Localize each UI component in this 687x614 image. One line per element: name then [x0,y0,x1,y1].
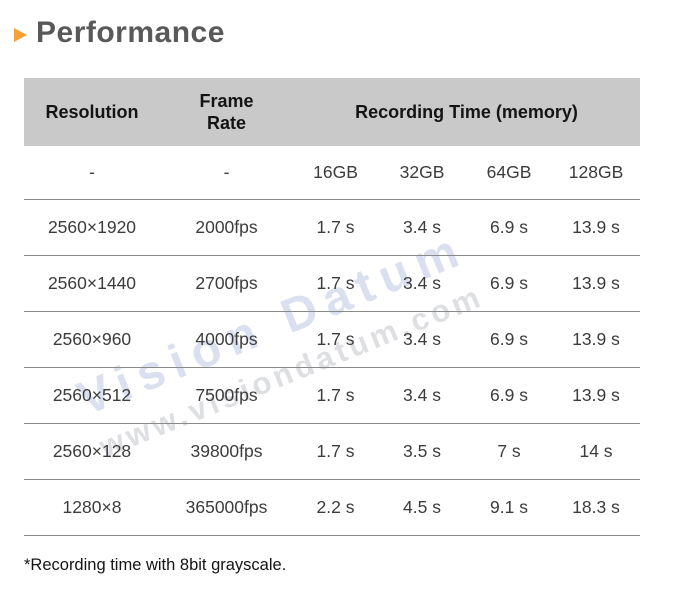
table-row: 2560×1440 2700fps 1.7 s 3.4 s 6.9 s 13.9… [24,255,641,312]
time-cell: 13.9 s [552,311,641,368]
time-cell: 6.9 s [466,199,552,256]
col-header-resolution: Resolution [24,78,160,146]
time-cell: 4.5 s [378,479,466,536]
time-cell: 1.7 s [293,255,378,312]
time-cell: 18.3 s [552,479,641,536]
subheader-cell: - [24,146,160,200]
table-row: 2560×128 39800fps 1.7 s 3.5 s 7 s 14 s [24,423,641,480]
time-cell: 1.7 s [293,367,378,424]
resolution-cell: 2560×128 [24,423,160,480]
table-row: 2560×1920 2000fps 1.7 s 3.4 s 6.9 s 13.9… [24,199,641,256]
col-header-recording-time: Recording Time (memory) [293,78,641,146]
table-row: 1280×8 365000fps 2.2 s 4.5 s 9.1 s 18.3 … [24,479,641,536]
time-cell: 3.4 s [378,311,466,368]
triangle-right-icon [14,27,27,42]
time-cell: 1.7 s [293,199,378,256]
time-cell: 7 s [466,423,552,480]
subheader-cell: - [160,146,293,200]
memory-size-32gb: 32GB [378,146,466,200]
time-cell: 6.9 s [466,255,552,312]
time-cell: 14 s [552,423,641,480]
col-header-frame-rate-label: Frame Rate [199,90,254,134]
time-cell: 1.7 s [293,423,378,480]
time-cell: 3.4 s [378,367,466,424]
time-cell: 3.5 s [378,423,466,480]
time-cell: 3.4 s [378,199,466,256]
memory-size-row: - - 16GB 32GB 64GB 128GB [24,146,641,200]
time-cell: 6.9 s [466,311,552,368]
time-cell: 13.9 s [552,199,641,256]
frame-rate-cell: 39800fps [160,423,293,480]
memory-size-128gb: 128GB [552,146,641,200]
time-cell: 2.2 s [293,479,378,536]
frame-rate-cell: 2000fps [160,199,293,256]
time-cell: 13.9 s [552,367,641,424]
page-title: Performance [36,16,225,49]
resolution-cell: 2560×1920 [24,199,160,256]
frame-rate-cell: 7500fps [160,367,293,424]
section-title-row: Performance [14,16,225,50]
col-header-frame-rate: Frame Rate [160,78,293,146]
table-header-row: Resolution Frame Rate Recording Time (me… [24,78,641,146]
time-cell: 6.9 s [466,367,552,424]
time-cell: 13.9 s [552,255,641,312]
memory-size-64gb: 64GB [466,146,552,200]
memory-size-16gb: 16GB [293,146,378,200]
resolution-cell: 1280×8 [24,479,160,536]
performance-table: Resolution Frame Rate Recording Time (me… [24,78,641,536]
time-cell: 9.1 s [466,479,552,536]
resolution-cell: 2560×512 [24,367,160,424]
resolution-cell: 2560×1440 [24,255,160,312]
table-row: 2560×512 7500fps 1.7 s 3.4 s 6.9 s 13.9 … [24,367,641,424]
table-row: 2560×960 4000fps 1.7 s 3.4 s 6.9 s 13.9 … [24,311,641,368]
frame-rate-cell: 2700fps [160,255,293,312]
time-cell: 1.7 s [293,311,378,368]
frame-rate-cell: 4000fps [160,311,293,368]
time-cell: 3.4 s [378,255,466,312]
resolution-cell: 2560×960 [24,311,160,368]
frame-rate-cell: 365000fps [160,479,293,536]
footnote: *Recording time with 8bit grayscale. [24,556,287,574]
